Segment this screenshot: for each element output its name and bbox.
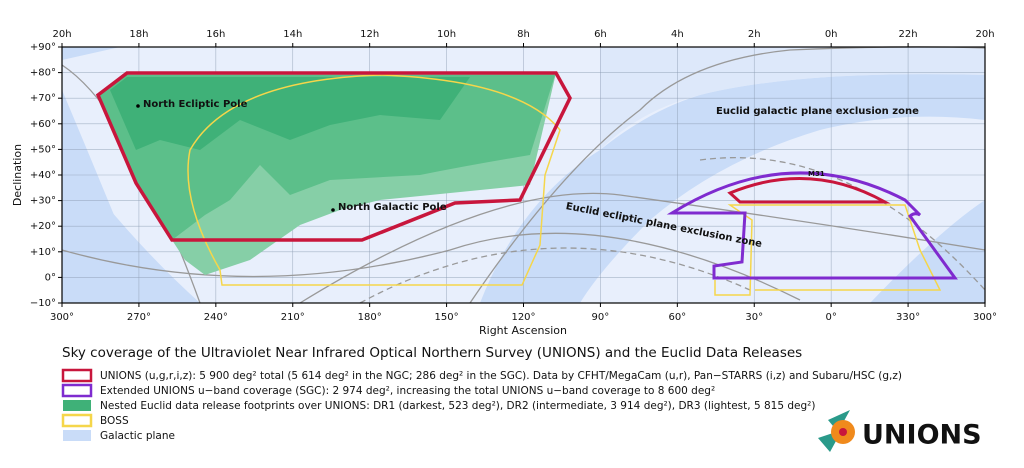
y-tick-label: +30° bbox=[30, 196, 56, 207]
x-tick-label: 150° bbox=[435, 312, 459, 323]
x2-tick-label: 18h bbox=[129, 29, 148, 40]
x2-tick-label: 6h bbox=[594, 29, 607, 40]
unions-sgc-outline bbox=[727, 177, 891, 204]
unions-ngc-outline bbox=[95, 71, 572, 242]
x2-tick-label: 0h bbox=[825, 29, 838, 40]
x2-tick-label: 4h bbox=[671, 29, 684, 40]
x2-tick-label: 20h bbox=[975, 29, 994, 40]
legend-label: Nested Euclid data release footprints ov… bbox=[100, 400, 815, 412]
x-tick-label: 30° bbox=[745, 312, 763, 323]
y-tick-label: +90° bbox=[30, 42, 56, 53]
y-tick-label: +20° bbox=[30, 221, 56, 232]
y-tick-label: −10° bbox=[30, 298, 56, 309]
x2-tick-label: 20h bbox=[52, 29, 71, 40]
x-tick-label: 120° bbox=[511, 312, 535, 323]
x2-tick-label: 14h bbox=[283, 29, 302, 40]
x-tick-label: 240° bbox=[204, 312, 228, 323]
x2-tick-label: 2h bbox=[748, 29, 761, 40]
annotation: North Galactic Pole bbox=[338, 202, 447, 213]
legend-label: UNIONS (u,g,r,i,z): 5 900 deg² total (5 … bbox=[100, 370, 902, 382]
x-tick-label: 180° bbox=[358, 312, 382, 323]
legend: UNIONS (u,g,r,i,z): 5 900 deg² total (5 … bbox=[61, 368, 902, 442]
x-tick-label: 300° bbox=[50, 312, 74, 323]
legend-swatch bbox=[63, 400, 91, 411]
legend-swatch bbox=[61, 413, 93, 428]
x2-tick-label: 22h bbox=[899, 29, 918, 40]
y-tick-label: +50° bbox=[30, 144, 56, 155]
legend-label: Galactic plane bbox=[100, 430, 175, 442]
x2-tick-label: 16h bbox=[206, 29, 225, 40]
x2-tick-label: 8h bbox=[517, 29, 530, 40]
x-tick-label: 330° bbox=[896, 312, 920, 323]
pole-marker bbox=[331, 208, 335, 212]
x-tick-label: 210° bbox=[281, 312, 305, 323]
legend-label: BOSS bbox=[100, 415, 129, 427]
legend-swatch bbox=[61, 368, 93, 383]
logo: UNIONS bbox=[818, 410, 982, 452]
x-tick-label: 270° bbox=[127, 312, 151, 323]
x2-tick-label: 12h bbox=[360, 29, 379, 40]
y-tick-label: +70° bbox=[30, 93, 56, 104]
x-tick-label: 60° bbox=[668, 312, 686, 323]
y-tick-label: +80° bbox=[30, 68, 56, 79]
chart-title: Sky coverage of the Ultraviolet Near Inf… bbox=[62, 345, 802, 361]
x-axis-label: Right Ascension bbox=[479, 324, 567, 337]
x-tick-label: 0° bbox=[825, 312, 836, 323]
legend-label: Extended UNIONS u−band coverage (SGC): 2… bbox=[100, 385, 715, 397]
pole-marker bbox=[136, 104, 140, 108]
x-tick-label: 90° bbox=[592, 312, 610, 323]
logo-text: UNIONS bbox=[862, 420, 982, 451]
annotation: North Ecliptic Pole bbox=[143, 99, 248, 110]
legend-swatch bbox=[63, 430, 91, 441]
y-tick-label: +60° bbox=[30, 119, 56, 130]
y-tick-label: +40° bbox=[30, 170, 56, 181]
y-tick-label: +10° bbox=[30, 247, 56, 258]
reference-curves bbox=[61, 46, 986, 304]
annotation: Euclid galactic plane exclusion zone bbox=[716, 106, 919, 117]
x2-tick-label: 10h bbox=[437, 29, 456, 40]
x-tick-label: 300° bbox=[973, 312, 997, 323]
y-axis-label: Declination bbox=[11, 144, 24, 206]
y-tick-label: 0° bbox=[45, 272, 56, 283]
annotation: M31 bbox=[808, 170, 825, 178]
unions-u-sgc-outline bbox=[666, 171, 958, 280]
legend-swatch bbox=[61, 383, 93, 398]
